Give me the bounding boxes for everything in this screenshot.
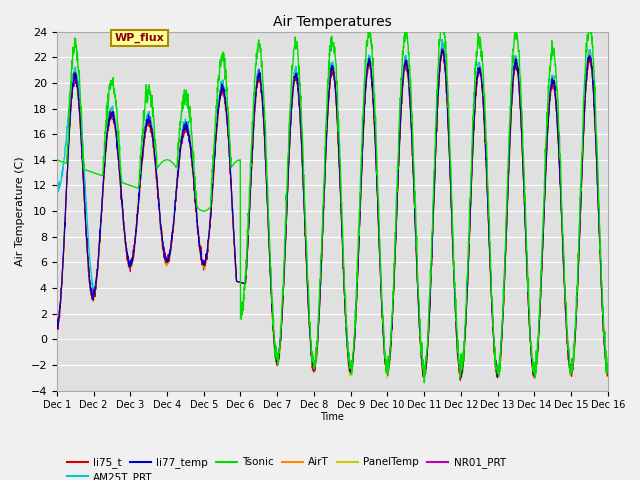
NR01_PRT xyxy=(571,336,579,341)
X-axis label: Time: Time xyxy=(321,412,344,422)
AM25T_PRT xyxy=(457,375,465,381)
PanelTemp xyxy=(556,166,563,171)
AirT xyxy=(571,338,579,344)
Tsonic xyxy=(420,380,428,386)
li75_t xyxy=(571,336,579,342)
Legend: li75_t, li77_temp, Tsonic, AirT, PanelTemp, NR01_PRT: li75_t, li77_temp, Tsonic, AirT, PanelTe… xyxy=(63,453,510,472)
AirT xyxy=(53,322,61,328)
PanelTemp xyxy=(571,342,579,348)
li75_t xyxy=(348,364,356,370)
AirT xyxy=(438,46,446,51)
li77_temp xyxy=(493,364,500,370)
NR01_PRT xyxy=(207,210,214,216)
li77_temp xyxy=(457,374,465,380)
NR01_PRT xyxy=(360,116,368,121)
AirT xyxy=(360,113,368,119)
Tsonic xyxy=(604,370,612,375)
AirT xyxy=(420,373,428,379)
PanelTemp xyxy=(456,377,464,383)
Tsonic xyxy=(364,29,372,35)
Tsonic xyxy=(348,367,356,372)
Y-axis label: Air Temperature (C): Air Temperature (C) xyxy=(15,156,25,266)
Tsonic xyxy=(571,330,579,336)
li75_t xyxy=(456,377,464,383)
AM25T_PRT xyxy=(604,368,612,374)
PanelTemp xyxy=(207,220,214,226)
li77_temp xyxy=(438,46,446,52)
Line: li77_temp: li77_temp xyxy=(57,49,608,377)
Tsonic xyxy=(207,204,214,210)
Tsonic xyxy=(556,135,563,141)
Line: Tsonic: Tsonic xyxy=(57,32,608,383)
li77_temp xyxy=(556,161,563,167)
AirT xyxy=(348,367,356,373)
Tsonic xyxy=(53,157,61,163)
AM25T_PRT xyxy=(360,104,368,110)
NR01_PRT xyxy=(556,165,563,170)
NR01_PRT xyxy=(493,366,500,372)
li75_t xyxy=(604,369,612,374)
AM25T_PRT xyxy=(571,334,579,340)
AirT xyxy=(493,370,500,376)
NR01_PRT xyxy=(604,365,612,371)
li77_temp xyxy=(207,214,214,220)
Legend: AM25T_PRT: AM25T_PRT xyxy=(63,468,157,480)
Line: li75_t: li75_t xyxy=(57,49,608,380)
Line: NR01_PRT: NR01_PRT xyxy=(57,48,608,377)
li75_t xyxy=(438,46,445,52)
AM25T_PRT xyxy=(348,367,356,372)
li77_temp xyxy=(571,336,579,341)
li75_t xyxy=(556,167,563,173)
AM25T_PRT xyxy=(53,183,61,189)
NR01_PRT xyxy=(439,46,447,51)
AirT xyxy=(556,166,563,171)
Line: PanelTemp: PanelTemp xyxy=(57,53,608,380)
li77_temp xyxy=(360,113,368,119)
PanelTemp xyxy=(348,368,356,374)
AirT xyxy=(207,216,214,221)
PanelTemp xyxy=(439,50,447,56)
li75_t xyxy=(360,114,368,120)
li77_temp xyxy=(53,323,61,328)
NR01_PRT xyxy=(493,374,501,380)
AM25T_PRT xyxy=(207,212,214,217)
li77_temp xyxy=(348,363,356,369)
AM25T_PRT xyxy=(556,161,563,167)
AM25T_PRT xyxy=(493,367,500,372)
AM25T_PRT xyxy=(438,37,446,43)
Tsonic xyxy=(493,363,500,369)
Line: AM25T_PRT: AM25T_PRT xyxy=(57,40,608,378)
NR01_PRT xyxy=(348,366,356,372)
PanelTemp xyxy=(493,374,500,380)
Title: Air Temperatures: Air Temperatures xyxy=(273,15,392,29)
PanelTemp xyxy=(360,116,368,122)
AirT xyxy=(604,370,612,375)
li75_t xyxy=(207,218,214,224)
li75_t xyxy=(53,320,61,325)
Line: AirT: AirT xyxy=(57,48,608,376)
li77_temp xyxy=(604,367,612,372)
Tsonic xyxy=(360,85,368,91)
li75_t xyxy=(493,371,500,377)
Text: WP_flux: WP_flux xyxy=(115,33,164,43)
NR01_PRT xyxy=(53,321,61,327)
PanelTemp xyxy=(604,369,612,375)
PanelTemp xyxy=(53,325,61,331)
